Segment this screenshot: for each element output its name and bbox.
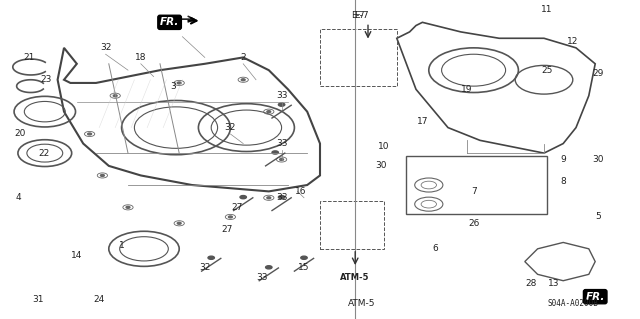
Text: 2: 2 — [241, 53, 246, 62]
Text: 32: 32 — [199, 263, 211, 272]
Circle shape — [301, 256, 307, 259]
Text: 32: 32 — [225, 123, 236, 132]
Text: ATM-5: ATM-5 — [348, 299, 375, 308]
Circle shape — [278, 196, 285, 199]
Text: 18: 18 — [135, 53, 147, 62]
Circle shape — [177, 82, 181, 84]
Circle shape — [126, 206, 130, 208]
Text: 30: 30 — [593, 155, 604, 164]
Text: 4: 4 — [15, 193, 20, 202]
Bar — [320, 29, 397, 86]
Text: 10: 10 — [378, 142, 390, 151]
Text: 33: 33 — [276, 139, 287, 148]
Text: 7: 7 — [471, 187, 476, 196]
Circle shape — [272, 151, 278, 154]
Text: E-7: E-7 — [355, 11, 369, 20]
Circle shape — [113, 95, 117, 97]
Circle shape — [177, 222, 181, 224]
Text: 8: 8 — [561, 177, 566, 186]
Text: 3: 3 — [170, 82, 175, 91]
Circle shape — [266, 266, 272, 269]
Text: 32: 32 — [100, 43, 111, 52]
Text: 9: 9 — [561, 155, 566, 164]
Circle shape — [240, 196, 246, 199]
Text: 20: 20 — [15, 130, 26, 138]
Circle shape — [100, 174, 104, 176]
Text: 29: 29 — [593, 69, 604, 78]
Circle shape — [278, 103, 285, 106]
Text: 1: 1 — [119, 241, 124, 250]
Text: 12: 12 — [567, 37, 579, 46]
Text: FR.: FR. — [586, 292, 605, 302]
Text: 25: 25 — [541, 66, 553, 75]
Circle shape — [88, 133, 92, 135]
Text: ATM-5: ATM-5 — [340, 273, 370, 282]
Text: 28: 28 — [525, 279, 537, 288]
Text: 31: 31 — [33, 295, 44, 304]
Text: 33: 33 — [276, 193, 287, 202]
Text: 21: 21 — [23, 53, 35, 62]
Circle shape — [280, 159, 284, 160]
Bar — [320, 201, 384, 249]
Text: FR.: FR. — [160, 17, 179, 27]
Text: 14: 14 — [71, 251, 83, 260]
Text: 33: 33 — [276, 91, 287, 100]
Text: FR.: FR. — [161, 22, 179, 32]
Circle shape — [228, 216, 232, 218]
Text: 13: 13 — [548, 279, 559, 288]
Circle shape — [267, 197, 271, 199]
Text: 24: 24 — [93, 295, 105, 304]
Text: 27: 27 — [231, 203, 243, 212]
Text: 22: 22 — [38, 149, 49, 158]
Text: 6: 6 — [433, 244, 438, 253]
Text: S04A-A0200B: S04A-A0200B — [547, 299, 598, 308]
Text: 19: 19 — [461, 85, 473, 94]
Bar — [406, 156, 547, 214]
Text: 16: 16 — [295, 187, 307, 196]
Text: 17: 17 — [417, 117, 428, 126]
Text: E-7: E-7 — [351, 11, 365, 20]
Circle shape — [267, 111, 271, 113]
Text: 23: 23 — [40, 75, 52, 84]
Circle shape — [241, 79, 245, 81]
Text: 27: 27 — [221, 225, 233, 234]
Text: 5: 5 — [596, 212, 601, 221]
Circle shape — [208, 256, 214, 259]
Text: 30: 30 — [375, 161, 387, 170]
Text: 33: 33 — [257, 273, 268, 282]
Text: 15: 15 — [298, 263, 310, 272]
Text: 26: 26 — [468, 219, 479, 228]
Text: 11: 11 — [541, 5, 553, 14]
